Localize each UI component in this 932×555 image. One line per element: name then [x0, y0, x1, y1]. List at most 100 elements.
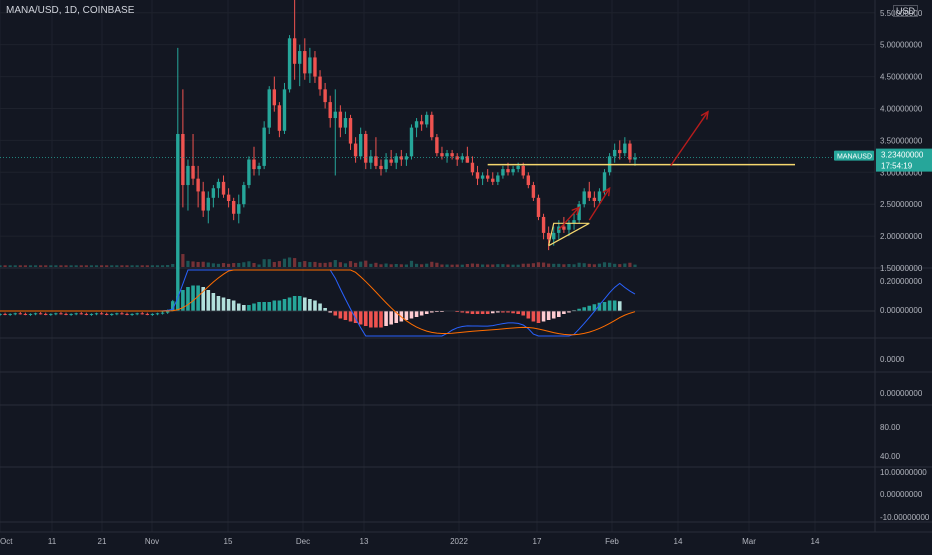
volume-bar	[460, 264, 464, 267]
candle-body	[49, 313, 53, 315]
price-axis-label-6: 2.50000000	[880, 200, 923, 209]
candle-body	[374, 156, 378, 166]
candle-body	[79, 313, 83, 315]
candle-body	[135, 313, 139, 315]
volume-bar	[313, 261, 317, 267]
macd-histogram-bar	[369, 311, 373, 328]
volume-bar	[130, 265, 134, 267]
macd-histogram-bar	[242, 305, 246, 311]
candle-body	[267, 89, 271, 128]
candle-body	[526, 175, 531, 186]
volume-bar	[348, 261, 353, 267]
macd-histogram-bar	[333, 311, 338, 316]
candle-body	[247, 159, 251, 186]
candle-body	[64, 313, 68, 315]
volume-bar	[232, 263, 236, 267]
volume-bar	[440, 264, 444, 267]
macd-histogram-bar	[501, 311, 505, 313]
candle-body	[120, 313, 124, 315]
candle-body	[496, 175, 500, 182]
volume-bar	[94, 265, 99, 267]
volume-bar	[100, 265, 104, 267]
price-axis-label-2: 4.50000000	[880, 73, 923, 82]
volume-bar	[181, 254, 185, 267]
candle-body	[38, 313, 43, 315]
volume-bar	[160, 265, 165, 267]
candle-body	[216, 181, 221, 189]
macd-histogram-bar	[176, 296, 180, 311]
candle-body	[145, 313, 150, 315]
candle-body	[89, 313, 94, 315]
macd-histogram-bar	[272, 300, 277, 311]
macd-histogram-bar	[546, 311, 551, 320]
volume-bar	[359, 261, 363, 267]
volume-bar	[211, 263, 215, 267]
volume-bar	[470, 263, 475, 267]
volume-bar	[547, 263, 551, 267]
volume-bar	[216, 263, 221, 267]
candle-body	[140, 313, 144, 315]
time-axis-label-6: 13	[360, 537, 369, 546]
volume-bar	[227, 263, 231, 267]
volume-bar	[13, 265, 17, 267]
volume-bar	[272, 262, 276, 267]
macd-histogram-bar	[587, 305, 592, 311]
candle-body	[602, 172, 607, 192]
volume-bar	[18, 265, 22, 267]
time-axis-label-5: Dec	[296, 537, 310, 546]
candle-body	[445, 153, 449, 157]
volume-bar	[491, 264, 495, 267]
time-axis-label-3: Nov	[145, 537, 159, 546]
time-axis-label-0: Oct	[0, 537, 13, 546]
time-axis-label-2: 21	[98, 537, 107, 546]
volume-bar	[572, 264, 576, 267]
candle-body	[404, 156, 409, 160]
volume-bar	[602, 262, 607, 267]
macd-histogram-bar	[607, 300, 612, 311]
macd-histogram-bar	[557, 311, 561, 317]
volume-bar	[23, 265, 27, 267]
macd-histogram-bar	[612, 300, 617, 311]
volume-bar	[486, 264, 490, 267]
volume-bar	[389, 264, 393, 267]
volume-bar	[445, 264, 449, 267]
candle-body	[125, 313, 129, 315]
candle-body	[201, 191, 205, 211]
volume-bar	[115, 265, 119, 267]
candle-body	[414, 121, 419, 128]
candle-body	[130, 313, 134, 315]
volume-bar	[44, 265, 48, 267]
candle-body	[282, 89, 287, 131]
volume-bar	[79, 265, 83, 267]
candle-body	[186, 165, 190, 186]
macd-histogram-bar	[541, 311, 546, 322]
volume-bar	[328, 262, 332, 267]
volume-bar	[74, 265, 78, 267]
candle-body	[409, 127, 414, 157]
volume-bar	[267, 259, 271, 267]
candle-body	[257, 165, 261, 170]
volume-bar	[247, 261, 251, 267]
macd-histogram-bar	[358, 311, 363, 325]
volume-bar	[562, 264, 566, 267]
currency-selector[interactable]: USD	[893, 5, 919, 17]
signal-line	[0, 269, 636, 336]
candle-body	[242, 185, 246, 205]
macd-histogram-bar	[348, 311, 353, 322]
candle-body	[333, 111, 337, 119]
candle-body	[618, 149, 622, 154]
macd-histogram-bar	[475, 311, 480, 314]
candle-body	[206, 197, 210, 211]
macd-histogram-bar	[226, 299, 231, 311]
volume-bar	[501, 264, 505, 267]
price-label-bg	[876, 148, 932, 172]
macd-histogram-bar	[526, 311, 531, 319]
volume-bar	[298, 261, 302, 267]
macd-histogram-bar	[389, 311, 393, 325]
macd-histogram-bar	[394, 311, 399, 323]
candle-body	[196, 178, 200, 192]
candle-body	[3, 313, 7, 315]
candle-body	[99, 313, 104, 315]
